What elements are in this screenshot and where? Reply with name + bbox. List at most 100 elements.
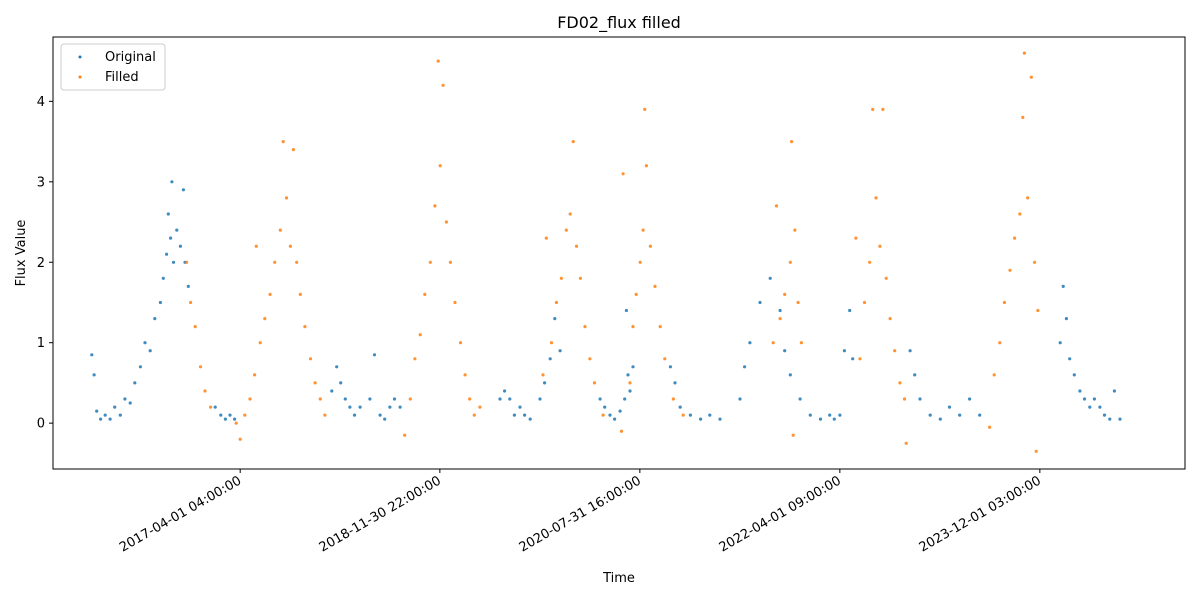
filled-point xyxy=(284,196,289,200)
original-point xyxy=(503,389,507,393)
original-point xyxy=(842,349,847,353)
filled-point xyxy=(884,276,888,280)
original-point xyxy=(618,409,622,413)
original-point xyxy=(175,228,179,232)
y-tick-label: 4 xyxy=(37,95,45,110)
original-point xyxy=(848,308,852,313)
original-point xyxy=(947,405,952,409)
filled-point xyxy=(1002,300,1007,305)
legend-box xyxy=(60,43,166,91)
filled-point xyxy=(868,260,872,264)
filled-point xyxy=(663,357,667,361)
filled-point xyxy=(871,107,875,111)
filled-point xyxy=(902,397,907,401)
filled-point xyxy=(263,317,267,321)
original-point xyxy=(343,397,347,401)
filled-point xyxy=(254,244,258,248)
filled-point xyxy=(631,325,635,329)
original-point xyxy=(233,417,237,421)
original-point xyxy=(958,413,962,417)
filled-point xyxy=(441,83,445,87)
filled-point xyxy=(671,397,676,401)
original-point xyxy=(118,413,122,417)
filled-point xyxy=(592,381,597,385)
original-point xyxy=(1092,397,1096,401)
filled-point xyxy=(681,413,685,417)
original-point xyxy=(108,417,112,421)
filled-point xyxy=(862,300,867,305)
filled-point xyxy=(185,260,189,264)
original-point xyxy=(1058,341,1062,345)
filled-point xyxy=(1029,75,1033,79)
filled-point xyxy=(992,373,996,377)
filled-point xyxy=(638,260,642,264)
original-point xyxy=(968,397,972,401)
original-point xyxy=(613,417,617,421)
filled-point xyxy=(778,317,782,321)
plot-frame xyxy=(52,36,1186,470)
original-point xyxy=(553,317,557,321)
original-point xyxy=(123,397,127,401)
original-point xyxy=(668,365,673,369)
filled-point xyxy=(463,373,467,377)
original-point xyxy=(778,308,782,313)
filled-point xyxy=(433,204,437,208)
filled-point xyxy=(619,429,624,433)
filled-point xyxy=(403,433,407,437)
original-point xyxy=(908,349,912,353)
filled-point xyxy=(408,397,412,401)
original-point xyxy=(673,381,677,385)
original-point xyxy=(181,188,185,192)
filled-point xyxy=(564,228,568,232)
filled-point xyxy=(303,325,307,329)
original-point xyxy=(138,365,142,369)
original-point xyxy=(768,276,772,280)
filled-point xyxy=(1034,449,1038,453)
filled-point xyxy=(1033,260,1037,264)
original-point xyxy=(978,413,982,417)
original-point xyxy=(95,409,99,413)
filled-point xyxy=(790,140,794,144)
original-point xyxy=(518,405,522,409)
filled-point xyxy=(1036,308,1040,313)
original-point xyxy=(1064,317,1068,321)
filled-point xyxy=(799,341,804,345)
filled-point xyxy=(641,228,645,232)
original-point xyxy=(368,397,372,401)
original-point xyxy=(1082,397,1087,401)
original-point xyxy=(348,405,352,409)
original-point xyxy=(178,244,182,248)
original-point xyxy=(1098,405,1102,409)
original-point xyxy=(832,417,836,421)
filled-point xyxy=(318,397,322,401)
filled-point xyxy=(238,437,242,441)
filled-point xyxy=(858,357,862,361)
y-axis-label: Flux Value xyxy=(14,220,29,287)
original-point xyxy=(1088,405,1092,409)
original-point xyxy=(219,413,223,417)
filled-point xyxy=(1026,196,1030,200)
filled-point xyxy=(621,172,625,176)
filled-point xyxy=(988,425,992,429)
x-tick-label: 2022-04-01 09:00:00 xyxy=(717,473,844,555)
original-point xyxy=(148,349,152,353)
original-point xyxy=(624,308,629,313)
filled-point xyxy=(1021,115,1025,119)
original-point xyxy=(128,401,132,405)
y-tick-label: 1 xyxy=(37,336,45,351)
original-point xyxy=(913,373,917,377)
filled-point xyxy=(571,140,575,144)
filled-point xyxy=(268,292,272,296)
original-point xyxy=(758,300,762,305)
x-axis-label: Time xyxy=(602,571,635,586)
original-point xyxy=(133,381,137,385)
original-point xyxy=(699,417,703,421)
original-point xyxy=(598,397,602,401)
x-tick-label: 2018-11-30 22:00:00 xyxy=(317,473,444,555)
filled-point xyxy=(1022,51,1026,55)
original-point xyxy=(339,381,343,385)
original-point xyxy=(1108,417,1112,421)
filled-point xyxy=(888,317,892,321)
original-point xyxy=(738,397,742,401)
original-point xyxy=(90,353,94,357)
